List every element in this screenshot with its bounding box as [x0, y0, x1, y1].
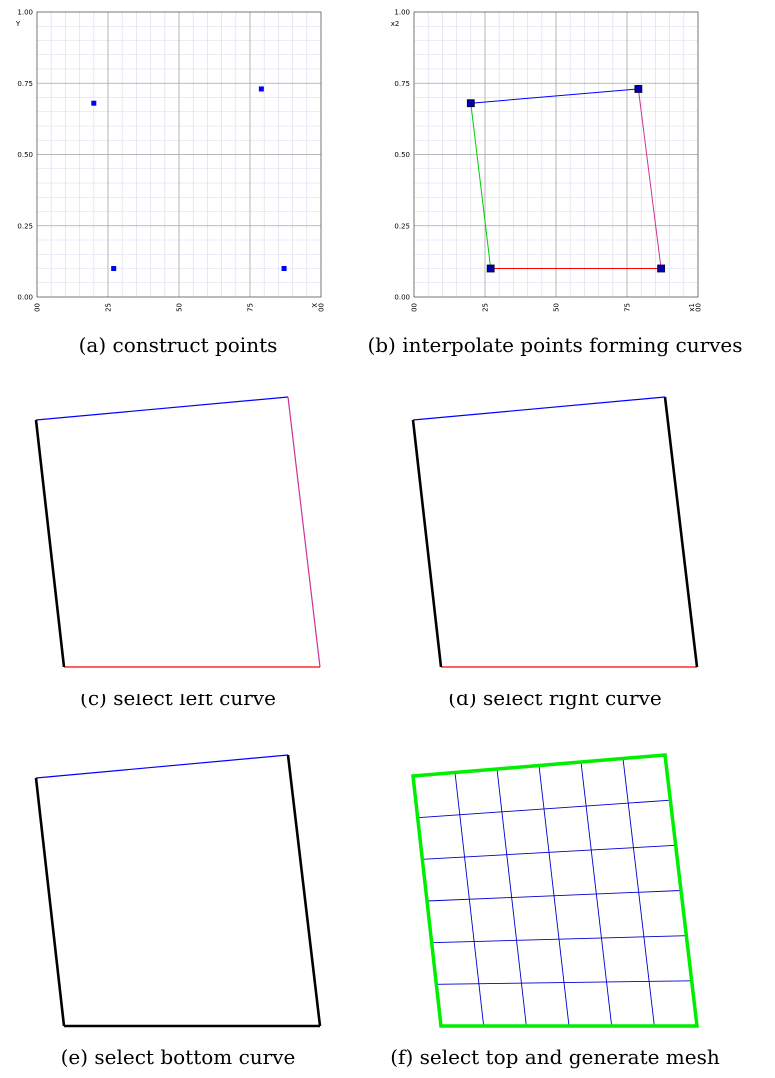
y-tick-label: 0.50: [17, 151, 33, 159]
x-tick-label: 1.00: [695, 303, 703, 319]
data-point: [281, 266, 287, 271]
top-curve: [35, 396, 289, 421]
left-curve-selected: [34, 777, 66, 1027]
top-curve: [35, 754, 289, 779]
y-tick-label: 1.00: [394, 9, 410, 17]
left-curve-selected: [34, 419, 66, 668]
x-tick-label: 0.75: [624, 303, 632, 319]
plot-a: 0.00 0.25 0.50 0.75 1.00 0.00 0.25 0.50 0.75 1.00…: [15, 9, 326, 319]
panel-d-drawing: [411, 396, 699, 668]
plot-b: 0.00 0.25 0.50 0.75 1.00 0.00 0.25 0.50 0.75 1.00…: [391, 9, 703, 319]
panel-c-drawing: [34, 396, 321, 668]
top-curve: [412, 396, 666, 421]
x-axis-label: X: [311, 303, 319, 308]
mesh-line-vertical: [622, 758, 655, 1027]
caption-e: (e) select bottom curve: [61, 1045, 296, 1069]
data-point: [258, 86, 264, 92]
x-tick-label: 0.00: [34, 303, 42, 319]
data-point: [657, 264, 665, 273]
curve-line: [637, 88, 662, 269]
y-tick-label: 0.00: [17, 294, 33, 302]
data-point: [486, 264, 495, 273]
plot-frame: [36, 11, 322, 298]
left-curve-selected: [411, 419, 443, 668]
y-tick-label: 1.00: [17, 9, 33, 17]
y-tick-label: 0.25: [17, 222, 33, 230]
x-tick-label: 0.75: [247, 303, 255, 319]
caption-mask-top: [0, 312, 775, 337]
caption-mask-mid: [0, 670, 775, 694]
y-axis-label: x2: [391, 20, 400, 28]
x-tick-label: 0.50: [176, 303, 184, 319]
y-tick-label: 0.75: [394, 80, 410, 88]
y-axis-label: Y: [15, 20, 21, 28]
data-point: [466, 99, 475, 108]
data-point: [111, 266, 117, 271]
right-curve: [287, 396, 321, 668]
caption-f: (f) select top and generate mesh: [390, 1045, 720, 1069]
x-tick-label: 0.00: [411, 303, 419, 319]
x-tick-label: 0.25: [482, 303, 490, 319]
x-tick-label: 1.00: [318, 303, 326, 319]
right-curve-selected: [663, 396, 699, 668]
y-tick-label: 0.00: [394, 294, 410, 302]
curve-line: [470, 103, 492, 269]
mesh-line-horizontal: [436, 980, 692, 985]
x-axis-label: x1: [688, 303, 696, 312]
panel-e-drawing: [34, 754, 322, 1028]
y-tick-label: 0.25: [394, 222, 410, 230]
data-point: [91, 100, 97, 106]
y-tick-label: 0.75: [17, 80, 33, 88]
x-tick-label: 0.50: [553, 303, 561, 319]
panel-f-mesh: [411, 753, 699, 1028]
data-point: [634, 85, 643, 93]
mesh-boundary: [411, 753, 699, 1028]
curve-line: [470, 88, 639, 104]
right-curve-selected: [286, 754, 322, 1027]
plot-frame: [413, 11, 699, 298]
x-tick-label: 0.25: [105, 303, 113, 319]
y-tick-label: 0.50: [394, 151, 410, 159]
